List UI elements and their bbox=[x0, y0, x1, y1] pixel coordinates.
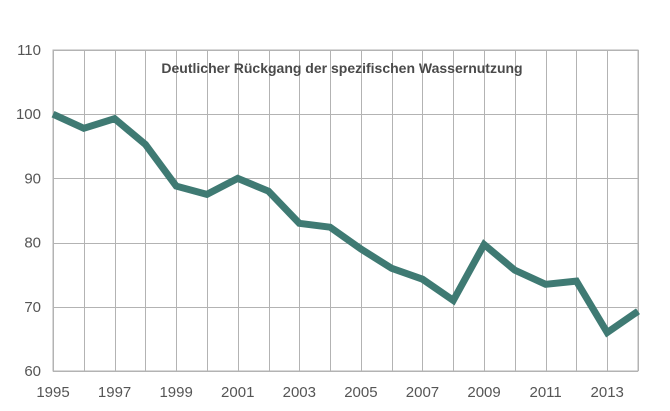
y-tick-label: 60 bbox=[24, 363, 41, 380]
y-axis-ticks: 60 70 80 90 100 110 bbox=[16, 42, 41, 380]
x-axis-ticks: 1995 1997 1999 2001 2003 2005 2007 2009 2011 2013 bbox=[36, 384, 624, 401]
series-layer bbox=[51, 111, 640, 338]
x-tick-label: 1999 bbox=[159, 384, 192, 401]
x-tick-label: 1997 bbox=[98, 384, 131, 401]
x-tick-label: 2009 bbox=[467, 384, 500, 401]
y-tick-label: 90 bbox=[24, 170, 41, 187]
x-tick-label: 2007 bbox=[406, 384, 439, 401]
y-tick-label: 100 bbox=[16, 106, 41, 123]
y-tick-label: 70 bbox=[24, 299, 41, 316]
x-tick-label: 2005 bbox=[344, 384, 377, 401]
chart-title: Deutlicher Rückgang der spezifischen Was… bbox=[161, 60, 522, 76]
x-tick-label: 2013 bbox=[591, 384, 624, 401]
series-line bbox=[51, 111, 640, 338]
y-tick-label: 80 bbox=[24, 235, 41, 252]
x-tick-label: 2011 bbox=[529, 384, 561, 401]
plot-border bbox=[52, 49, 639, 372]
y-tick-label: 110 bbox=[17, 42, 41, 59]
x-tick-label: 1995 bbox=[36, 384, 69, 401]
grid bbox=[52, 49, 639, 372]
x-tick-label: 2003 bbox=[283, 384, 316, 401]
x-tick-label: 2001 bbox=[221, 384, 254, 401]
